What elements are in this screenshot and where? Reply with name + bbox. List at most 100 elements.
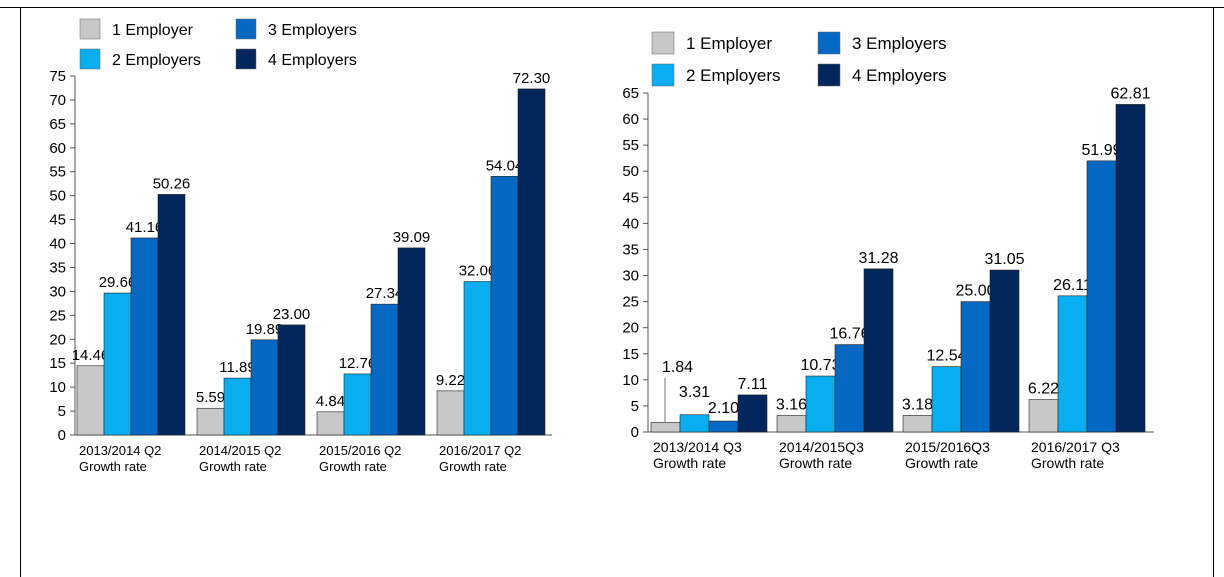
y-tick-label: 20	[622, 320, 639, 337]
y-tick-label: 45	[622, 189, 639, 206]
bar	[370, 303, 399, 436]
data-label: 25.00	[955, 283, 995, 300]
y-tick-label: 50	[49, 188, 66, 205]
bar	[343, 373, 372, 436]
bar	[834, 344, 865, 433]
bar	[397, 247, 426, 436]
data-label: 12.76	[339, 355, 377, 372]
bar	[316, 411, 345, 436]
bar	[157, 194, 186, 436]
legend-swatch	[651, 63, 675, 87]
bar	[76, 365, 105, 436]
x-category-label: Growth rate	[199, 459, 267, 474]
y-tick-label: 75	[49, 68, 66, 85]
bar	[1086, 160, 1117, 433]
bar	[650, 422, 681, 433]
legend-label: 4 Employers	[268, 52, 357, 69]
y-tick-label: 15	[49, 355, 66, 372]
legend-swatch	[235, 18, 257, 40]
x-category-label: 2014/2015Q3	[779, 439, 864, 455]
bar	[436, 390, 465, 436]
data-label: 11.89	[219, 359, 255, 376]
y-tick-label: 10	[49, 379, 66, 396]
x-category-label: 2013/2014 Q2	[79, 443, 161, 458]
data-label: 54.04	[486, 157, 524, 174]
legend-swatch	[817, 63, 841, 87]
bar	[223, 377, 252, 436]
data-label: 3.31	[679, 384, 710, 401]
bar	[1057, 295, 1088, 433]
data-label: 3.16	[776, 397, 807, 414]
x-category-label: 2015/2016Q3	[905, 439, 990, 455]
bar	[517, 88, 546, 436]
bar	[863, 268, 894, 433]
y-tick-label: 25	[49, 307, 66, 324]
y-tick-label: 10	[622, 372, 639, 389]
y-tick-label: 65	[49, 116, 66, 133]
y-tick-label: 0	[631, 424, 639, 441]
legend-swatch	[817, 31, 841, 55]
y-tick-label: 70	[49, 92, 66, 109]
data-label: 41.16	[126, 219, 164, 236]
y-tick-label: 50	[622, 163, 639, 180]
bar	[960, 301, 991, 433]
y-tick-label: 5	[631, 398, 639, 415]
y-tick-label: 30	[622, 268, 639, 285]
bar	[103, 292, 132, 436]
y-tick-label: 60	[49, 140, 66, 157]
frame-right-line	[1213, 7, 1214, 577]
bar	[931, 366, 962, 433]
bar	[463, 281, 492, 436]
y-tick-label: 0	[58, 427, 66, 444]
y-tick-label: 40	[622, 215, 639, 232]
right-bar-chart: 1 Employer 2 Employers 3 Employers 4 Employ…	[622, 31, 1154, 471]
bar	[708, 420, 739, 433]
bar	[679, 414, 710, 433]
bar	[130, 237, 159, 436]
y-tick-label: 35	[622, 241, 639, 258]
y-tick-label: 40	[49, 236, 66, 253]
y-tick-label: 30	[49, 283, 66, 300]
data-label: 6.22	[1028, 381, 1059, 398]
legend-swatch	[79, 18, 101, 40]
data-label: 32.06	[459, 263, 497, 280]
y-tick-label: 55	[49, 164, 66, 181]
y-tick-label: 20	[49, 331, 66, 348]
data-label: 14.46	[72, 347, 110, 364]
x-category-label: Growth rate	[905, 455, 978, 471]
bar	[1115, 104, 1146, 433]
data-label: 19.89	[246, 321, 284, 338]
data-label: 39.09	[393, 229, 431, 246]
legend-label: 3 Employers	[268, 22, 357, 39]
data-label: 3.18	[902, 396, 933, 413]
x-category-label: Growth rate	[319, 459, 387, 474]
data-label: 26.11	[1053, 277, 1092, 294]
bar	[277, 324, 306, 436]
x-category-label: Growth rate	[79, 459, 147, 474]
legend-label: 4 Employers	[852, 66, 946, 85]
bar	[1028, 399, 1059, 433]
x-category-label: Growth rate	[439, 459, 507, 474]
data-label: 12.54	[926, 348, 966, 365]
bar	[805, 375, 836, 433]
legend-label: 3 Employers	[852, 34, 946, 53]
x-category-label: Growth rate	[653, 455, 726, 471]
x-category-label: 2013/2014 Q3	[653, 439, 742, 455]
data-label: 10.73	[800, 357, 840, 374]
data-label: 29.66	[99, 274, 137, 291]
data-label: 7.11	[738, 376, 768, 393]
legend-swatch	[235, 48, 257, 70]
legend-label: 1 Employer	[686, 34, 772, 53]
data-label: 5.59	[196, 389, 225, 406]
bar	[776, 415, 807, 433]
bar	[490, 176, 519, 436]
frame-top-line	[0, 7, 1224, 8]
bar	[989, 269, 1020, 433]
data-label: 51.99	[1081, 142, 1121, 159]
x-category-label: Growth rate	[779, 455, 852, 471]
data-label: 27.34	[366, 285, 404, 302]
y-tick-label: 45	[49, 212, 66, 229]
legend-label: 1 Employer	[112, 22, 194, 39]
bar	[250, 339, 279, 436]
data-label: 31.05	[984, 251, 1024, 268]
